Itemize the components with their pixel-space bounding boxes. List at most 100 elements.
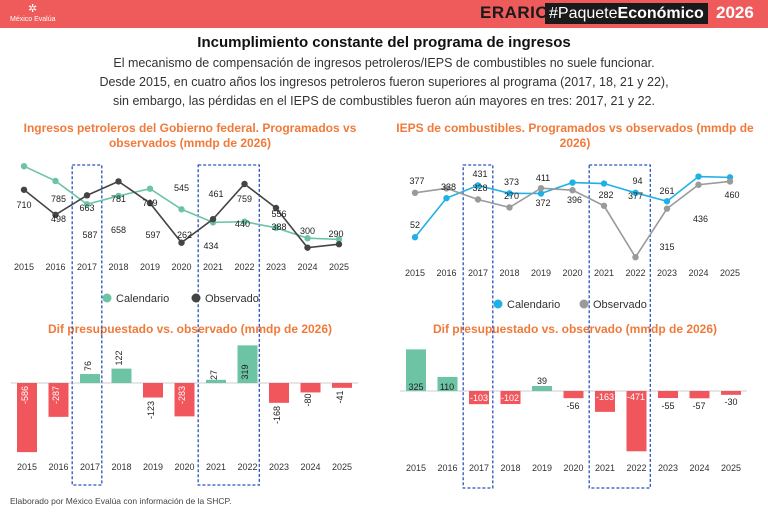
year-label: 2026 [716, 3, 754, 22]
ieps-tick-2021: 2021 [594, 268, 614, 278]
ieps-tick-2017: 2017 [468, 268, 488, 278]
difpetro-data-label-2020: -283 [177, 386, 187, 404]
difieps-tick-2019: 2019 [532, 463, 552, 473]
difpetro-data-label-2017: 76 [83, 361, 93, 371]
difpetro-data-label-2018: 122 [114, 350, 124, 365]
ieps-point-calendario-2018 [506, 190, 513, 197]
petro-data-label-2016: 498 [51, 214, 66, 224]
difieps-tick-2024: 2024 [689, 463, 709, 473]
hashtag-badge: #PaqueteEconómico [545, 3, 708, 24]
petro-tick-2020: 2020 [171, 262, 191, 272]
difieps-tick-2018: 2018 [500, 463, 520, 473]
petro-data-label-2021: 434 [203, 241, 218, 251]
petro-data-label-2016: 785 [51, 194, 66, 204]
ieps-point-observado-2016 [443, 185, 450, 192]
difpetro-data-label-2019: -123 [146, 401, 156, 419]
difpetro-tick-2021: 2021 [206, 462, 226, 472]
petro-point-observado-2015 [20, 186, 28, 193]
difieps-bar-2015 [406, 349, 426, 391]
difieps-tick-2025: 2025 [721, 463, 741, 473]
header-bar: ✲ México Evalúa ERARIO #PaqueteEconómico… [0, 0, 768, 28]
footer-source: Elaborado por México Evalúa con informac… [10, 496, 232, 506]
difpetro-tick-2024: 2024 [300, 462, 320, 472]
petro-highlight-box-0 [71, 164, 103, 486]
ieps-point-calendario-2022 [632, 189, 639, 197]
ieps-point-observado-2025 [726, 178, 734, 185]
difpetro-data-label-2022: 319 [240, 364, 250, 379]
ieps-legend-marker-observado [579, 299, 589, 309]
petro-data-label-2019: 719 [142, 198, 157, 208]
difieps-tick-2023: 2023 [658, 463, 678, 473]
ieps-point-observado-2021 [600, 202, 608, 209]
ieps-point-calendario-2023 [663, 198, 671, 205]
difieps-tick-2021: 2021 [595, 463, 615, 473]
petro-data-label-2020: 545 [174, 183, 189, 193]
ieps-tick-2015: 2015 [405, 268, 425, 278]
ieps-point-observado-2017 [474, 196, 482, 203]
chart-title-petroleros: Ingresos petroleros del Gobierno federal… [23, 121, 357, 150]
petro-point-observado-2021 [209, 215, 217, 223]
petro-data-label-2017: 587 [82, 230, 97, 240]
ieps-data-label-2023: 261 [659, 186, 674, 196]
difieps-data-label-2022: -471 [627, 392, 645, 402]
difieps-tick-2022: 2022 [626, 463, 646, 473]
ieps-point-observado-2020 [569, 187, 576, 194]
difieps-tick-2016: 2016 [437, 463, 457, 473]
difpetro-data-label-2015: -586 [20, 386, 30, 404]
petro-data-label-2025: 290 [328, 229, 343, 239]
difieps-bar-2024 [689, 391, 710, 399]
difpetro-bar-2015 [17, 383, 37, 453]
petro-legend-marker-observado [191, 293, 201, 303]
ieps-tick-2022: 2022 [625, 268, 645, 278]
ieps-data-label-2022: 377 [628, 191, 643, 201]
petro-point-observado-2022 [241, 180, 248, 188]
difpetro-tick-2020: 2020 [174, 462, 194, 472]
difieps-data-label-2020: -56 [566, 401, 579, 411]
ieps-point-observado-2018 [506, 204, 513, 211]
petro-data-label-2022: 759 [237, 194, 252, 204]
ieps-data-label-2024: 436 [693, 214, 708, 224]
difpetro-tick-2018: 2018 [111, 462, 131, 472]
ieps-data-label-2025: 460 [724, 190, 739, 200]
difpetro-bar-2022 [237, 345, 258, 383]
difieps-bar-2021 [595, 391, 615, 412]
ieps-tick-2025: 2025 [720, 268, 740, 278]
ieps-data-label-2018: 270 [504, 191, 519, 201]
hashtag-part-a: #Paquete [549, 5, 618, 22]
petro-point-observado-2024 [304, 244, 311, 251]
petro-highlight-box-1 [197, 164, 260, 486]
ieps-point-calendario-2019 [537, 190, 545, 197]
ieps-legend-label-calendario: Calendario [507, 299, 560, 311]
petro-legend-marker-calendario [102, 293, 112, 303]
petro-data-label-2015: 710 [16, 200, 31, 210]
ieps-point-calendario-2021 [600, 180, 608, 187]
difieps-data-label-2017: -103 [470, 393, 488, 403]
ieps-legend-marker-calendario [493, 299, 503, 309]
difieps-bar-2025 [721, 391, 741, 395]
ieps-data-label-2018: 373 [504, 177, 519, 187]
petro-legend-label-calendario: Calendario [116, 293, 169, 305]
difpetro-tick-2015: 2015 [17, 462, 37, 472]
ieps-data-label-2023: 315 [659, 242, 674, 252]
difieps-tick-2020: 2020 [563, 463, 583, 473]
ieps-point-observado-2024 [695, 181, 702, 188]
ieps-point-calendario-2016 [443, 194, 450, 202]
petro-point-calendario-2020 [178, 206, 185, 213]
ieps-point-calendario-2017 [474, 182, 482, 189]
hashtag-part-b: Económico [617, 5, 704, 22]
ieps-point-calendario-2024 [695, 173, 702, 180]
difpetro-tick-2016: 2016 [48, 462, 68, 472]
petro-data-label-2018: 658 [111, 225, 126, 235]
difieps-data-label-2025: -30 [724, 397, 737, 407]
petro-point-calendario-2023 [272, 224, 280, 232]
difieps-data-label-2024: -57 [692, 401, 705, 411]
difieps-bar-2016 [437, 376, 458, 391]
difpetro-bar-2019 [143, 383, 163, 398]
petro-tick-2025: 2025 [329, 262, 349, 272]
petro-tick-2015: 2015 [14, 262, 34, 272]
difieps-tick-2017: 2017 [469, 463, 489, 473]
ieps-tick-2024: 2024 [688, 268, 708, 278]
ieps-data-label-2017: 431 [472, 169, 487, 179]
ieps-data-label-2020: 396 [567, 195, 582, 205]
petro-data-label-2023: 388 [271, 222, 286, 232]
